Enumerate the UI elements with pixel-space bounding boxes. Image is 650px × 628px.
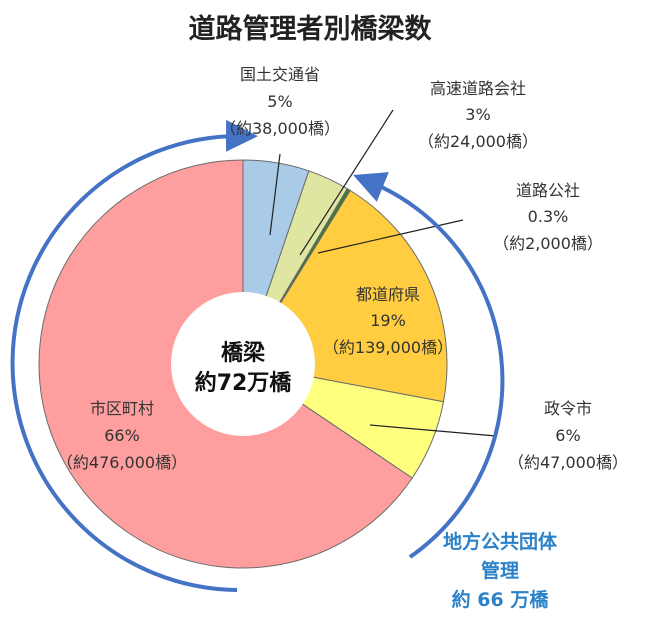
center-label-line-2: 約72万橋 <box>195 370 293 396</box>
national-arc-arrow <box>10 119 258 592</box>
local-govt-annotation: 地方公共団体 管理 約 66 万橋 <box>443 530 558 611</box>
slice-percent: 0.3% <box>528 207 569 226</box>
slice-count: （約38,000橋） <box>220 119 340 138</box>
slice-percent: 5% <box>267 92 292 111</box>
slice-percent: 19% <box>370 311 406 330</box>
slice-name: 国土交通省 <box>240 65 320 84</box>
leader-line-mlit <box>269 153 281 236</box>
slice-count: （約139,000橋） <box>323 338 453 357</box>
label-road-corp: 道路公社 0.3% （約2,000橋） <box>493 181 603 253</box>
label-mlit: 国土交通省 5% （約38,000橋） <box>220 65 340 138</box>
slice-name: 高速道路会社 <box>430 79 526 98</box>
slice-name: 市区町村 <box>90 399 154 418</box>
slice-name: 政令市 <box>544 399 592 418</box>
label-designated-city: 政令市 6% （約47,000橋） <box>508 399 628 472</box>
slice-name: 都道府県 <box>356 285 420 304</box>
slice-count: （約24,000橋） <box>418 132 538 151</box>
label-municipality: 市区町村 66% （約476,000橋） <box>57 399 187 472</box>
slice-percent: 6% <box>555 426 580 445</box>
chart-title: 道路管理者別橋梁数 <box>189 13 433 45</box>
annotation-line-3: 約 66 万橋 <box>452 588 550 611</box>
slice-count: （約476,000橋） <box>57 453 187 472</box>
annotation-line-2: 管理 <box>481 559 519 582</box>
slice-count: （約2,000橋） <box>493 234 603 253</box>
slice-count: （約47,000橋） <box>508 453 628 472</box>
annotation-line-1: 地方公共団体 <box>443 530 558 553</box>
leader-line-expressway <box>299 109 394 256</box>
center-label-line-1: 橋梁 <box>221 341 265 366</box>
leader-line-designated-city <box>369 424 497 437</box>
donut-hole <box>171 292 315 436</box>
slice-percent: 3% <box>465 105 490 124</box>
leader-lines <box>269 109 497 437</box>
local-govt-arc-arrow <box>353 172 505 559</box>
slice-percent: 66% <box>104 426 140 445</box>
label-expressway: 高速道路会社 3% （約24,000橋） <box>418 79 538 151</box>
label-prefecture: 都道府県 19% （約139,000橋） <box>323 285 453 357</box>
slice-name: 道路公社 <box>516 181 580 200</box>
